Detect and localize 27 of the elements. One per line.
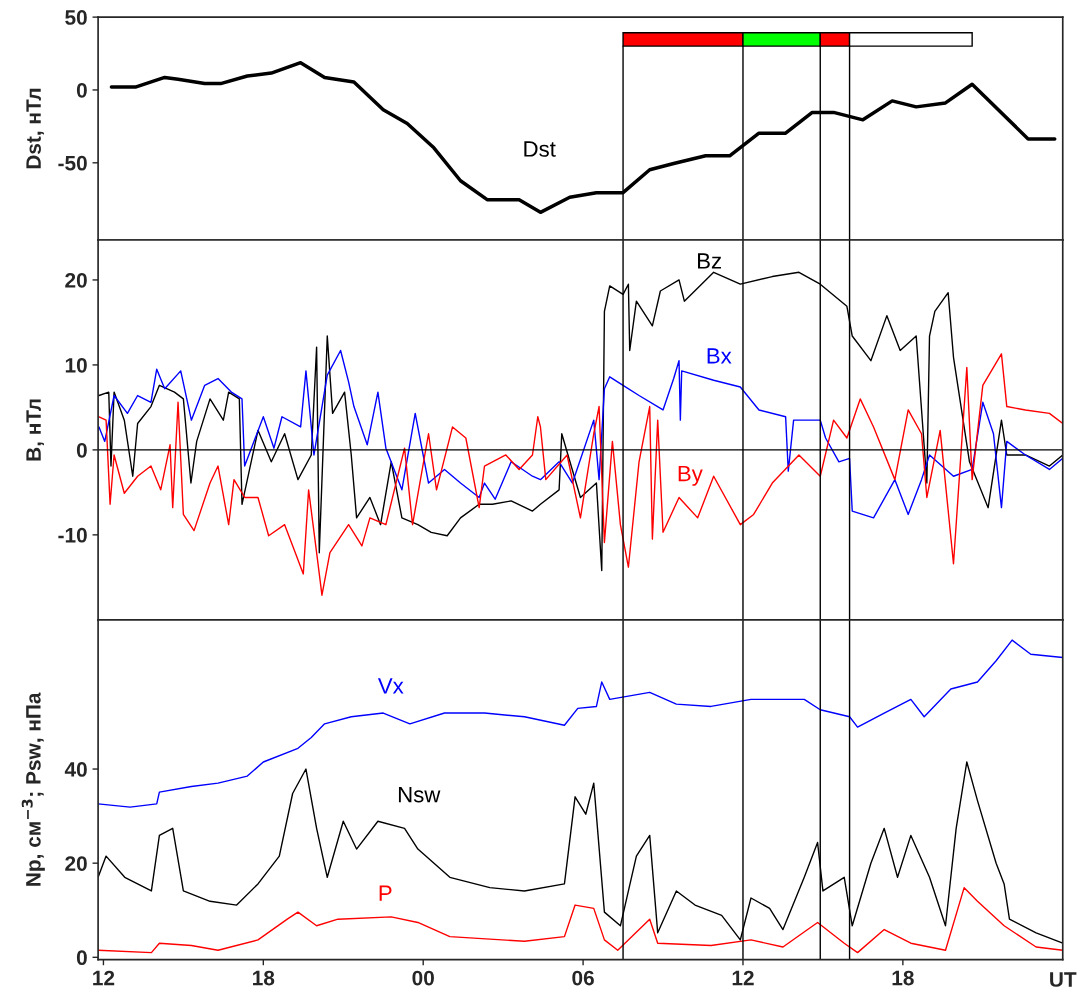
y-axis-title: Dst, нТл (26, 88, 44, 169)
x-tick-label: 00 (412, 970, 434, 986)
y-tick-label: -10 (58, 527, 87, 543)
series-label: Vx (377, 678, 404, 694)
x-tick-label: 06 (572, 970, 594, 986)
x-tick-label: 12 (732, 970, 754, 986)
y-tick-label: -50 (58, 155, 87, 171)
x-tick-label: 18 (253, 970, 275, 986)
x-tick-label: 18 (892, 970, 914, 986)
series-label: By (678, 465, 703, 486)
y-tick-label: 0 (76, 950, 87, 966)
x-axis-title: UT (1050, 972, 1077, 987)
series-label: Bz (698, 253, 722, 269)
y-tick-label: 0 (76, 442, 87, 458)
y-tick-label: 0 (76, 82, 87, 98)
y-axis-title: B, нТл (26, 399, 44, 461)
series-label: P (379, 885, 392, 901)
x-tick-label: 12 (93, 970, 115, 986)
series-label: Bx (707, 348, 732, 364)
y-tick-label: 10 (65, 357, 87, 373)
y-tick-label: 20 (65, 272, 87, 288)
series-label: Nsw (398, 787, 441, 803)
series-label: Dst (524, 141, 556, 157)
y-tick-label: 40 (64, 762, 87, 777)
y-tick-label: 20 (65, 856, 87, 871)
y-axis-title: Np, см$^{−3}$; Psw, нПа (21, 692, 45, 886)
y-tick-label: 50 (65, 10, 87, 25)
